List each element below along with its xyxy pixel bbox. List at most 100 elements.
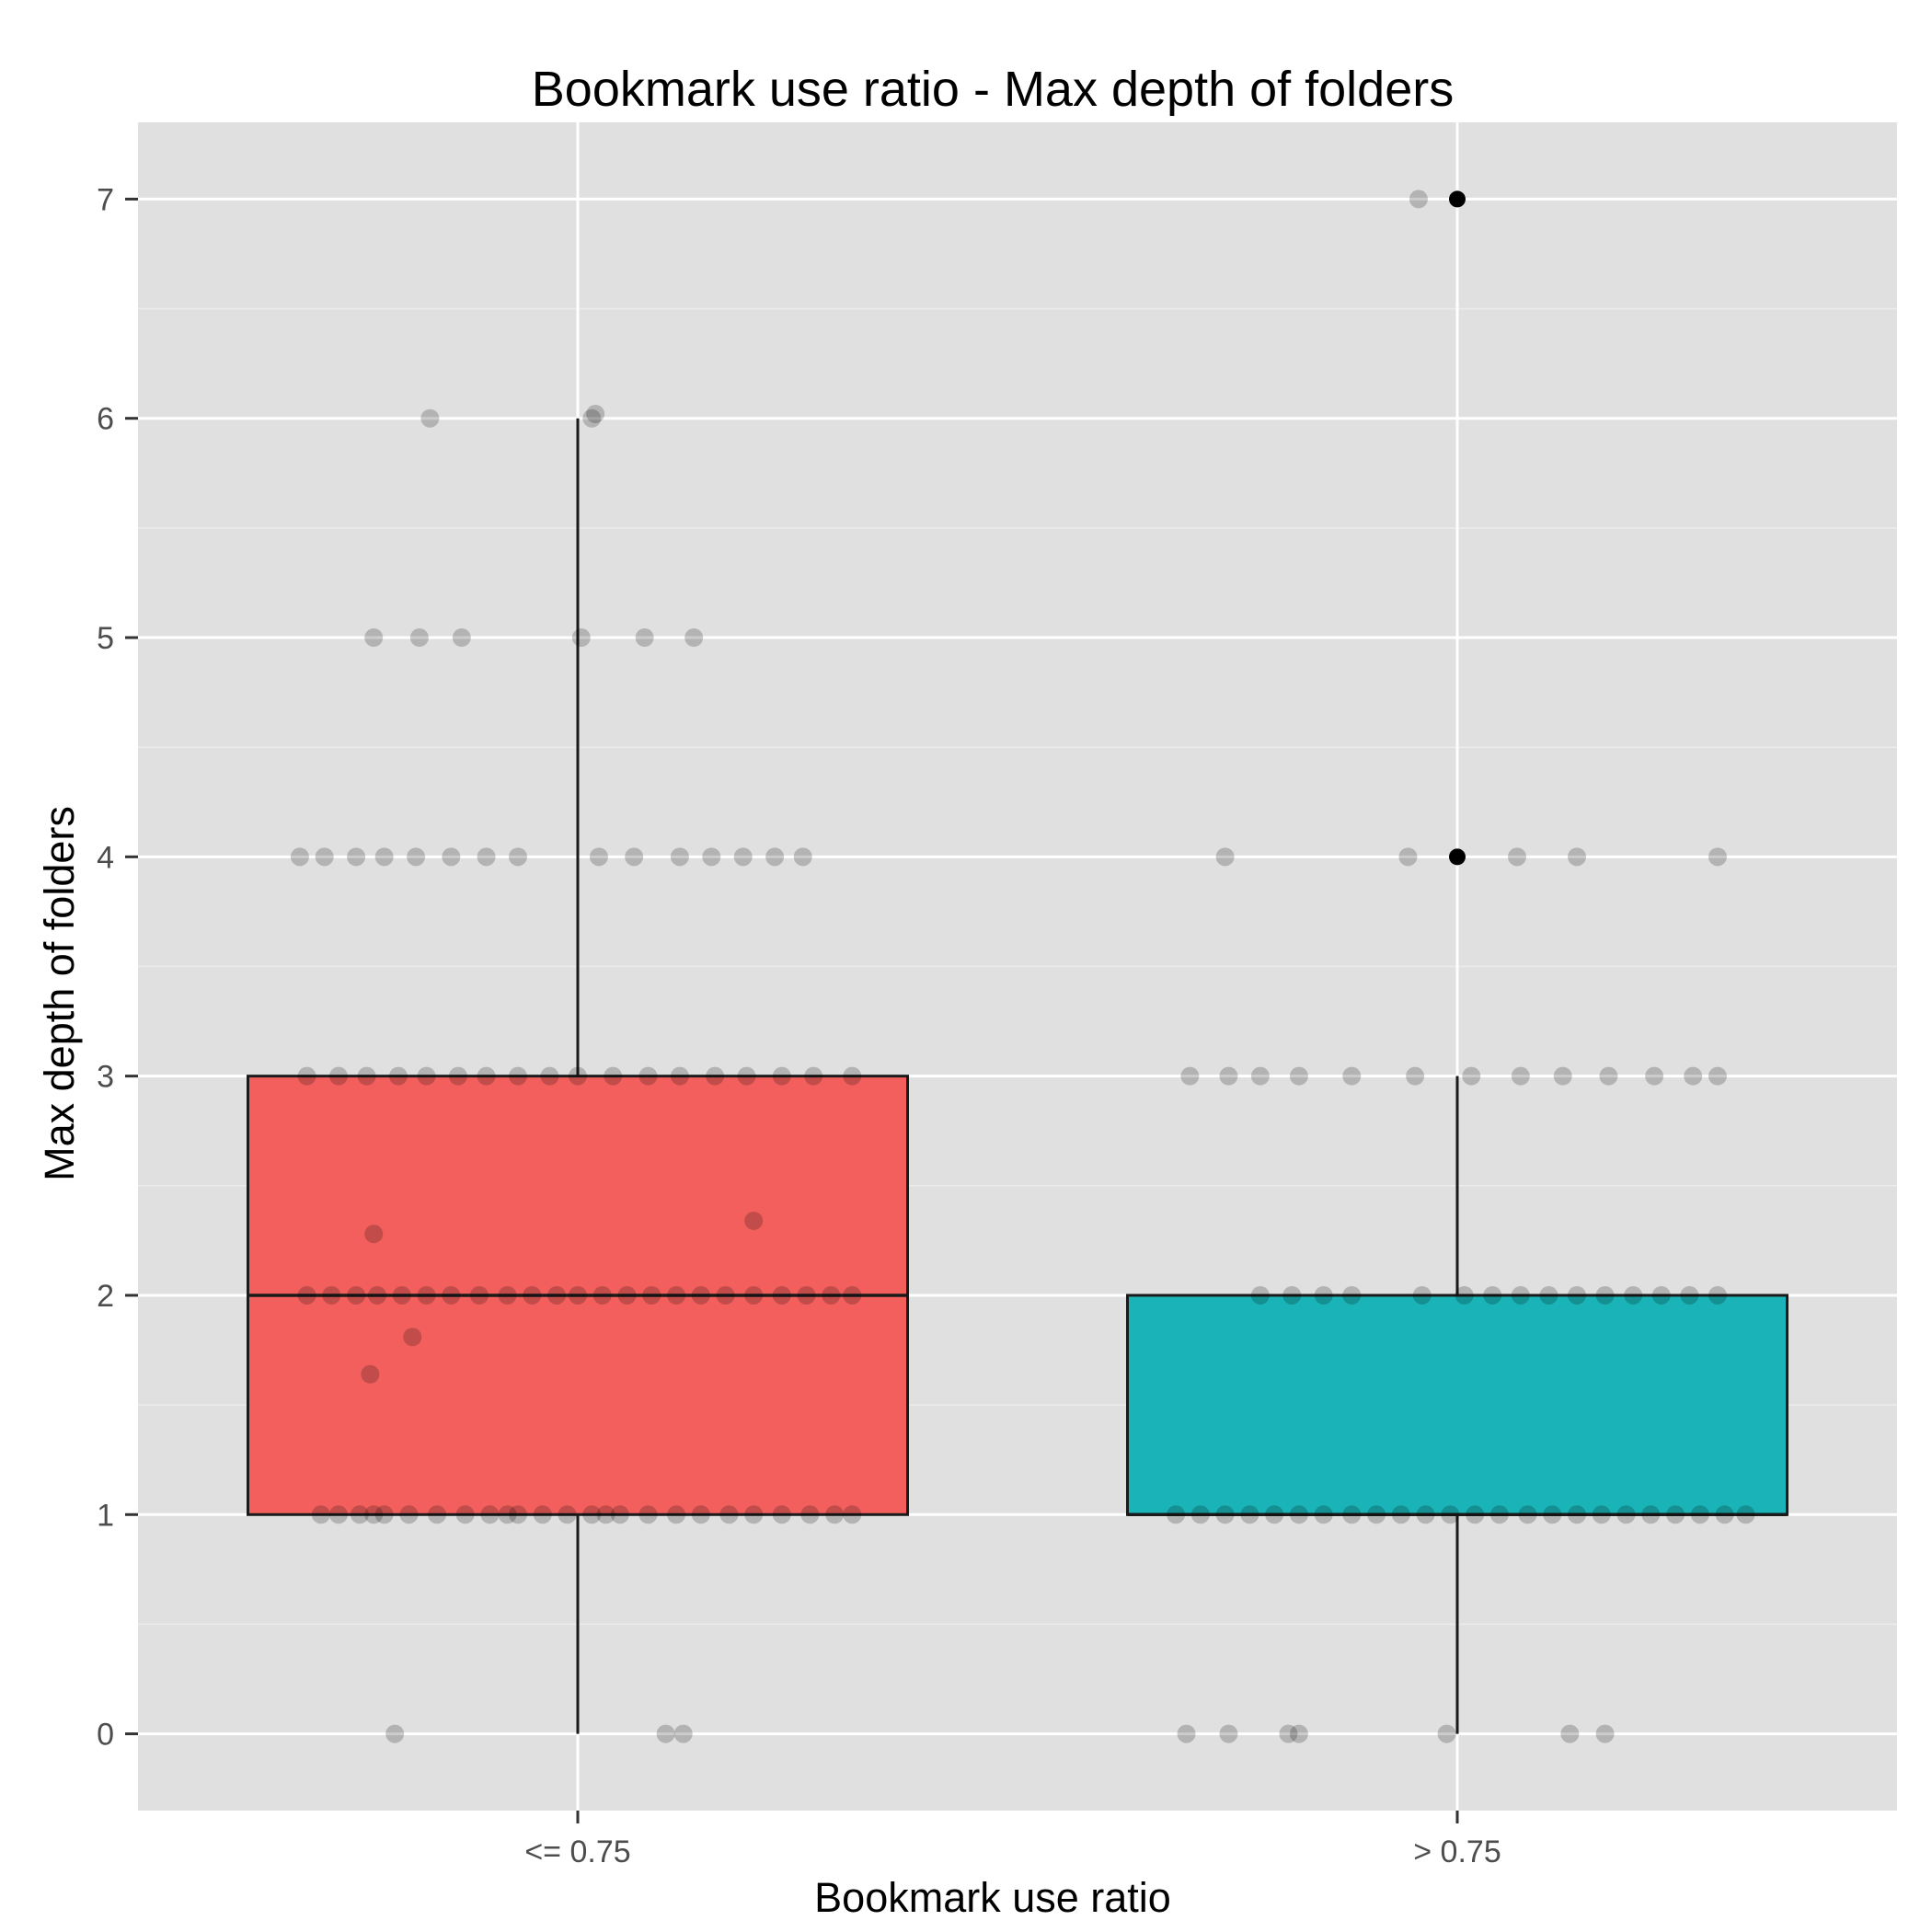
jitter-point <box>1715 1505 1734 1524</box>
jitter-point <box>737 1066 756 1086</box>
chart-title: Bookmark use ratio - Max depth of folder… <box>532 62 1454 117</box>
jitter-point <box>357 1066 376 1086</box>
jitter-point <box>843 1505 862 1524</box>
jitter-point <box>765 847 785 867</box>
jitter-point <box>1518 1505 1537 1524</box>
y-tick-label: 1 <box>97 1498 114 1533</box>
jitter-point <box>385 1724 405 1743</box>
jitter-point <box>1595 1285 1615 1305</box>
jitter-point <box>1708 1285 1727 1305</box>
jitter-point <box>1342 1066 1362 1086</box>
jitter-point <box>1219 1724 1238 1743</box>
jitter-point <box>1684 1066 1703 1086</box>
jitter-point <box>290 847 309 867</box>
jitter-point <box>1543 1505 1562 1524</box>
jitter-point <box>582 408 602 428</box>
jitter-point <box>477 1066 496 1086</box>
jitter-point <box>1437 1724 1456 1743</box>
jitter-point <box>328 1505 348 1524</box>
jitter-point <box>1289 1724 1308 1743</box>
jitter-point <box>1592 1505 1611 1524</box>
jitter-point <box>638 1066 658 1086</box>
jitter-point <box>311 1505 330 1524</box>
y-tick-label: 7 <box>97 182 114 217</box>
jitter-point <box>1568 1285 1587 1305</box>
jitter-point <box>1568 1505 1587 1524</box>
outlier-point <box>1449 190 1466 208</box>
jitter-point <box>1511 1066 1530 1086</box>
jitter-point <box>656 1724 675 1743</box>
jitter-point <box>1736 1505 1755 1524</box>
jitter-point <box>1409 190 1428 209</box>
jitter-point <box>772 1505 791 1524</box>
x-axis-ticks: <= 0.75 > 0.75 <box>524 1811 1501 1869</box>
jitter-point <box>1616 1505 1636 1524</box>
jitter-point <box>804 1066 823 1086</box>
jitter-point <box>388 1066 408 1086</box>
jitter-point <box>1391 1505 1410 1524</box>
jitter-point <box>1314 1505 1333 1524</box>
jitter-point <box>691 1505 710 1524</box>
jitter-point <box>822 1285 841 1305</box>
jitter-point <box>1641 1505 1661 1524</box>
jitter-point <box>547 1285 567 1305</box>
box-high-ratio <box>1126 1294 1788 1516</box>
boxes <box>247 418 1788 1734</box>
jitter-point <box>596 1505 615 1524</box>
jitter-point <box>347 847 366 867</box>
jitter-point <box>498 1285 517 1305</box>
x-axis-title: Bookmark use ratio <box>814 1874 1171 1921</box>
jitter-point <box>1265 1505 1284 1524</box>
jitter-point <box>374 847 394 867</box>
jitter-point <box>1289 1505 1308 1524</box>
jitter-point <box>1466 1505 1485 1524</box>
jitter-point <box>793 847 812 867</box>
jitter-point <box>364 1505 384 1524</box>
jitter-point <box>328 1066 348 1086</box>
jitter-point <box>1708 1066 1727 1086</box>
jitter-point <box>409 628 429 648</box>
jitter-point <box>455 1505 475 1524</box>
jitter-point <box>1314 1285 1333 1305</box>
jitter-point <box>368 1285 387 1305</box>
jitter-point <box>706 1066 725 1086</box>
jitter-point <box>843 1285 862 1305</box>
outlier-point <box>1449 848 1466 866</box>
jitter-point <box>469 1285 489 1305</box>
jitter-point <box>1553 1066 1572 1086</box>
jitter-point <box>364 1225 384 1244</box>
jitter-point <box>797 1285 816 1305</box>
jitter-point <box>843 1066 862 1086</box>
jitter-point <box>635 628 654 648</box>
jitter-point <box>1279 1724 1298 1743</box>
jitter-point <box>1250 1066 1270 1086</box>
jitter-point <box>1406 1066 1425 1086</box>
jitter-point <box>448 1066 467 1086</box>
jitter-point <box>684 628 704 648</box>
jitter-point <box>670 1066 689 1086</box>
jitter-point <box>667 1285 686 1305</box>
jitter-point <box>1680 1285 1699 1305</box>
jitter-point <box>1215 847 1235 867</box>
jitter-point <box>569 1285 587 1305</box>
jitter-point <box>1342 1505 1362 1524</box>
jitter-point <box>733 847 753 867</box>
jitter-point <box>667 1505 686 1524</box>
y-tick-label: 5 <box>97 621 114 656</box>
jitter-point <box>297 1066 316 1086</box>
jitter-point <box>617 1285 637 1305</box>
jitter-point <box>498 1505 517 1524</box>
jitter-point <box>350 1505 369 1524</box>
jitter-point <box>610 1505 629 1524</box>
jitter-points <box>290 190 1755 1743</box>
jitter-point <box>508 1066 527 1086</box>
jitter-point <box>347 1285 366 1305</box>
jitter-point <box>297 1285 316 1305</box>
y-tick-label: 4 <box>97 840 114 875</box>
jitter-point <box>571 628 591 648</box>
jitter-point <box>670 847 689 867</box>
jitter-point <box>1489 1505 1509 1524</box>
jitter-point <box>508 847 527 867</box>
